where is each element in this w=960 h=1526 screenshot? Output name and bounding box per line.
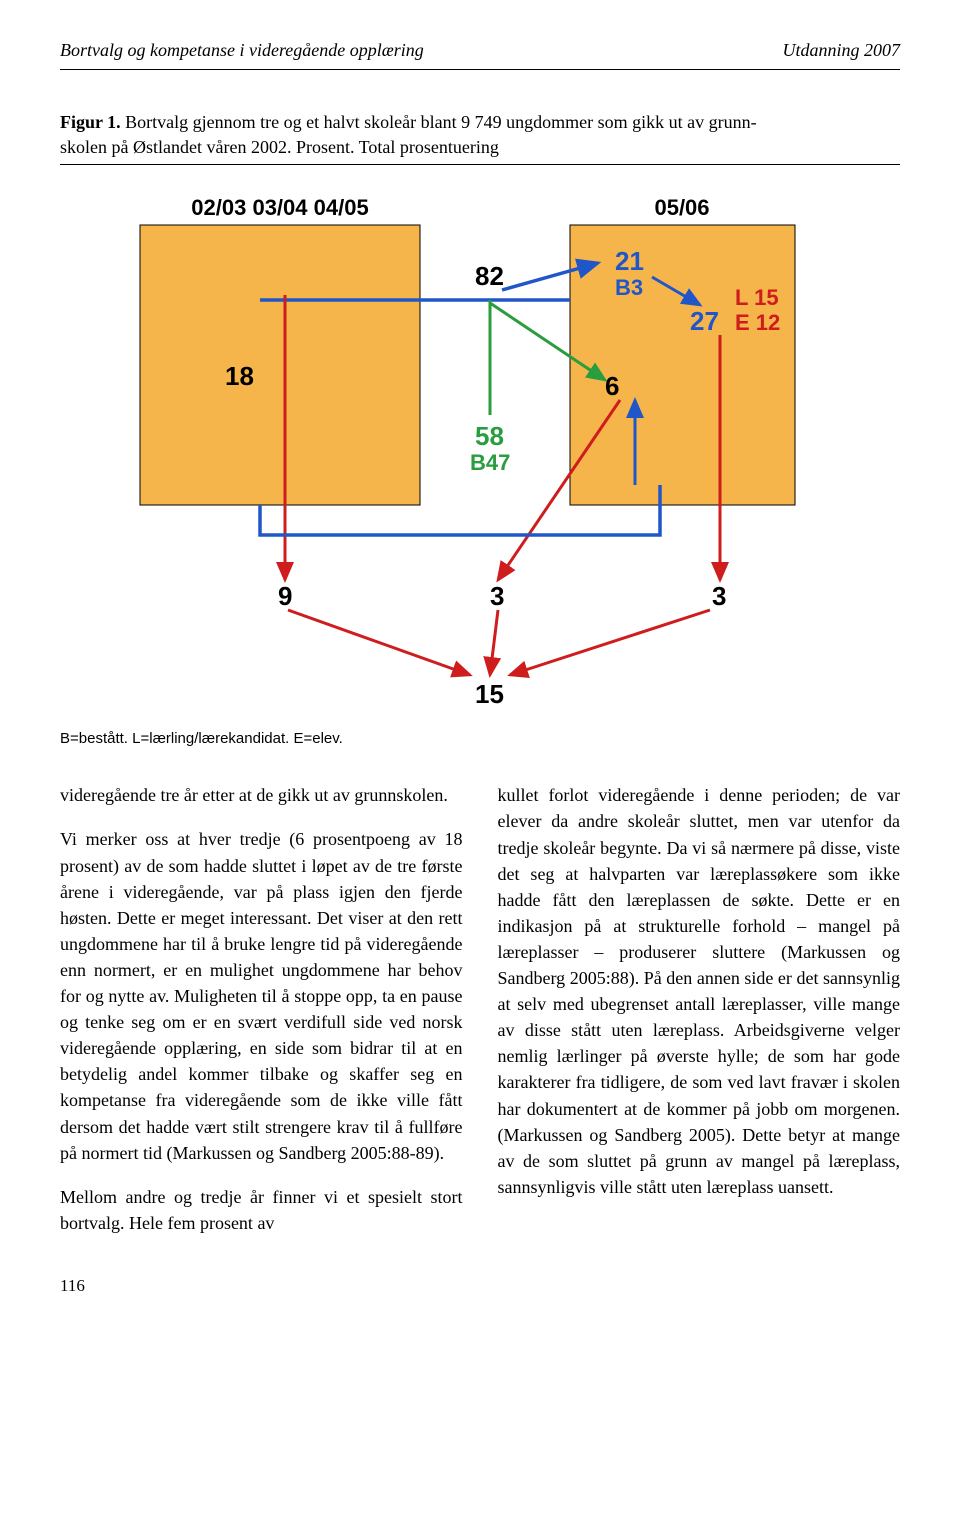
column-right: kullet forlot videregående i denne perio… (498, 782, 901, 1236)
para-l2: Vi merker oss at hver tredje (6 prosentp… (60, 826, 463, 1165)
val-82: 82 (475, 261, 504, 291)
val-6: 6 (605, 371, 619, 401)
para-l3: Mellom andre og tredje år finner vi et s… (60, 1184, 463, 1236)
column-left: videregående tre år etter at de gikk ut … (60, 782, 463, 1236)
val-3a: 3 (490, 581, 504, 611)
val-b47: B47 (470, 450, 510, 475)
page-number: 116 (60, 1276, 900, 1296)
flow-diagram: 02/03 03/04 04/05 05/06 18 82 58 B47 21 … (60, 185, 900, 710)
val-3b: 3 (712, 581, 726, 611)
box-left (140, 225, 420, 505)
label-box1: 02/03 03/04 04/05 (191, 195, 368, 220)
box-right (570, 225, 795, 505)
diagram-legend: B=bestått. L=lærling/lærekandidat. E=ele… (60, 730, 900, 747)
val-b3: B3 (615, 275, 643, 300)
val-l15: L 15 (735, 285, 779, 310)
body-columns: videregående tre år etter at de gikk ut … (60, 782, 900, 1236)
caption-rule (60, 164, 900, 165)
label-box2: 05/06 (654, 195, 709, 220)
val-9: 9 (278, 581, 292, 611)
val-27: 27 (690, 306, 719, 336)
para-l1: videregående tre år etter at de gikk ut … (60, 782, 463, 808)
val-18: 18 (225, 361, 254, 391)
val-15: 15 (475, 679, 504, 705)
para-r1: kullet forlot videregående i denne perio… (498, 782, 901, 1200)
diagram-svg: 02/03 03/04 04/05 05/06 18 82 58 B47 21 … (60, 185, 900, 705)
val-21: 21 (615, 246, 644, 276)
figure-label: Figur 1. (60, 112, 121, 132)
val-58: 58 (475, 421, 504, 451)
header-left: Bortvalg og kompetanse i videregående op… (60, 40, 424, 61)
figure-caption-text-1: Bortvalg gjennom tre og et halvt skoleår… (121, 112, 757, 132)
header-rule (60, 69, 900, 70)
val-e12: E 12 (735, 310, 780, 335)
figure-caption-text-2: skolen på Østlandet våren 2002. Prosent.… (60, 137, 499, 157)
figure-caption: Figur 1. Bortvalg gjennom tre og et halv… (60, 110, 900, 160)
header-right: Utdanning 2007 (782, 40, 900, 61)
